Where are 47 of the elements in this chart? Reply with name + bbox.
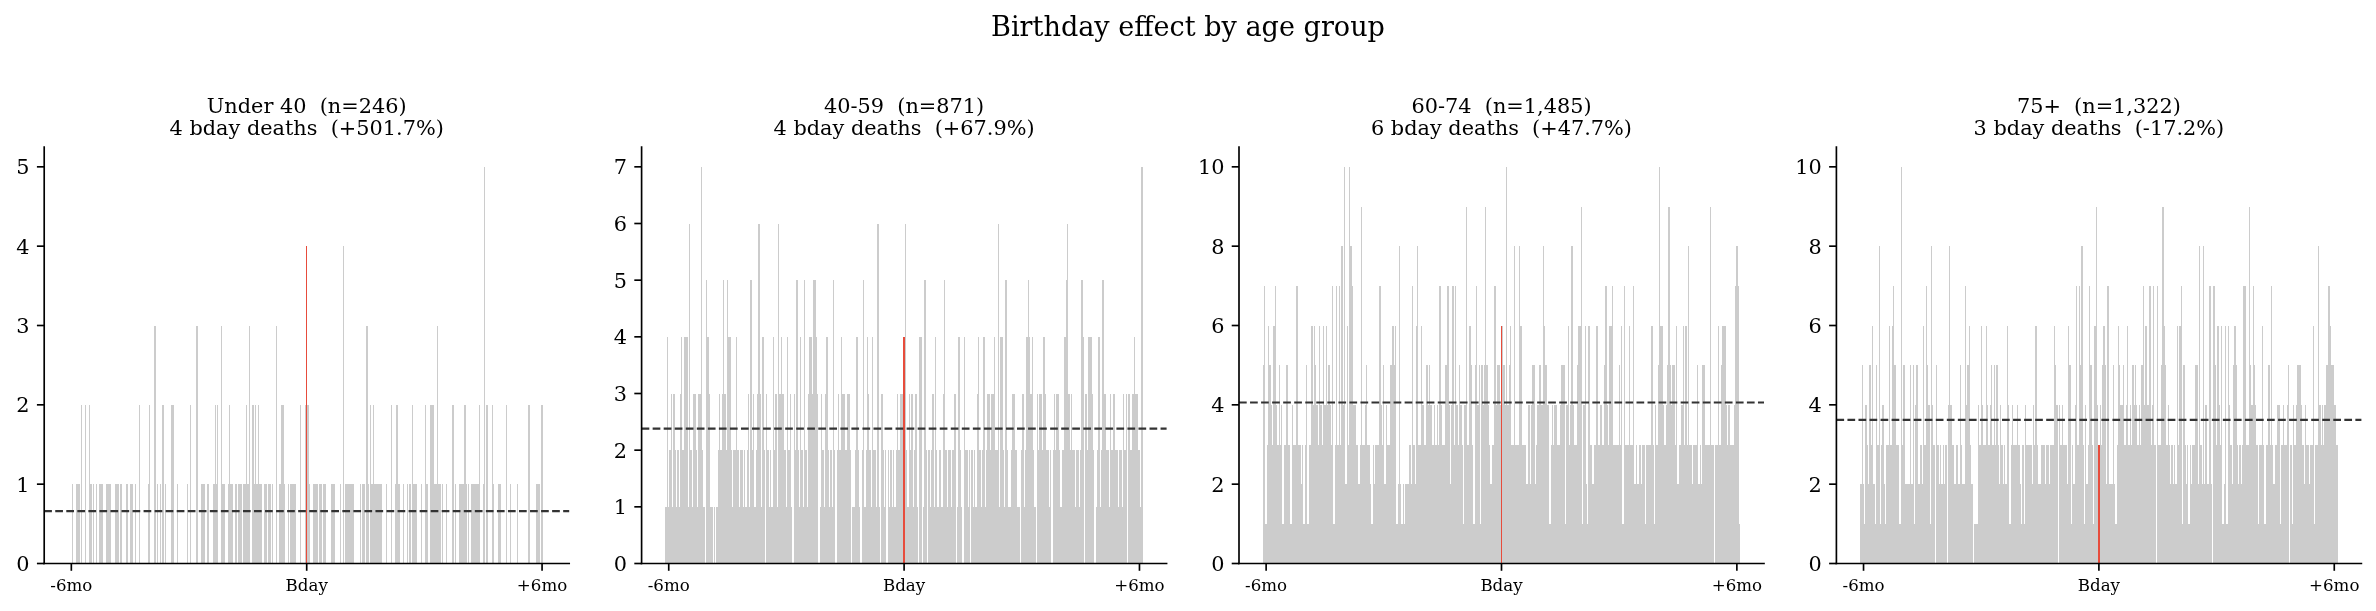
y-tick-label: 10 — [1197, 155, 1225, 180]
y-tick-label: 4 — [1211, 393, 1225, 418]
chart-subtitle: 3 bday deaths (-17.2%) — [1973, 116, 2225, 140]
x-tick-label: +6mo — [2309, 575, 2360, 595]
chart-title: 75+ (n=1,322) — [2016, 94, 2181, 118]
x-tick-label: +6mo — [516, 575, 568, 595]
y-tick-label: 0 — [613, 552, 628, 576]
y-tick-label: 3 — [16, 314, 30, 338]
y-tick-label: 6 — [613, 212, 628, 236]
chart-subtitle: 6 bday deaths (+47.7%) — [1370, 116, 1633, 140]
y-tick-label: 1 — [613, 495, 628, 520]
y-tick-label: 6 — [1211, 314, 1225, 338]
x-tick-label: -6mo — [50, 575, 93, 595]
x-tick-label: -6mo — [1245, 575, 1288, 595]
y-tick-label: 8 — [1211, 234, 1225, 259]
y-tick-label: 0 — [1808, 552, 1822, 576]
x-tick-label: -6mo — [1842, 575, 1885, 595]
y-tick-label: 1 — [16, 472, 30, 497]
x-tick-label: Bday — [882, 575, 926, 595]
chart-title: 40-59 (n=871) — [824, 94, 985, 118]
x-tick-label: Bday — [1480, 575, 1524, 595]
y-tick-label: 5 — [613, 268, 628, 293]
x-tick-label: +6mo — [1711, 575, 1763, 595]
y-tick-label: 4 — [16, 234, 30, 259]
y-tick-label: 2 — [1808, 472, 1822, 497]
x-tick-label: +6mo — [1114, 575, 1165, 595]
y-tick-label: 2 — [16, 393, 30, 418]
x-tick-label: -6mo — [647, 575, 690, 595]
y-tick-label: 7 — [613, 155, 628, 180]
chart-title: 60-74 (n=1,485) — [1411, 94, 1592, 118]
y-tick-label: 4 — [1808, 393, 1822, 418]
x-tick-label: Bday — [2077, 575, 2121, 595]
y-tick-label: 10 — [1795, 155, 1822, 180]
y-tick-label: 0 — [1211, 552, 1225, 576]
y-tick-label: 2 — [613, 438, 628, 463]
text: Birthday effect by age group — [991, 11, 1385, 42]
y-tick-label: 3 — [613, 382, 628, 406]
y-tick-label: 6 — [1808, 314, 1822, 338]
y-tick-label: 8 — [1808, 234, 1822, 259]
y-tick-label: 4 — [613, 325, 628, 350]
chart-title: Under 40 (n=246) — [206, 94, 407, 118]
chart-subtitle: 4 bday deaths (+67.9%) — [773, 116, 1035, 140]
y-tick-label: 5 — [16, 155, 30, 180]
chart-subtitle: 4 bday deaths (+501.7%) — [169, 116, 444, 140]
x-tick-label: Bday — [285, 575, 329, 595]
y-tick-label: 0 — [16, 552, 30, 576]
y-tick-label: 2 — [1211, 472, 1225, 497]
